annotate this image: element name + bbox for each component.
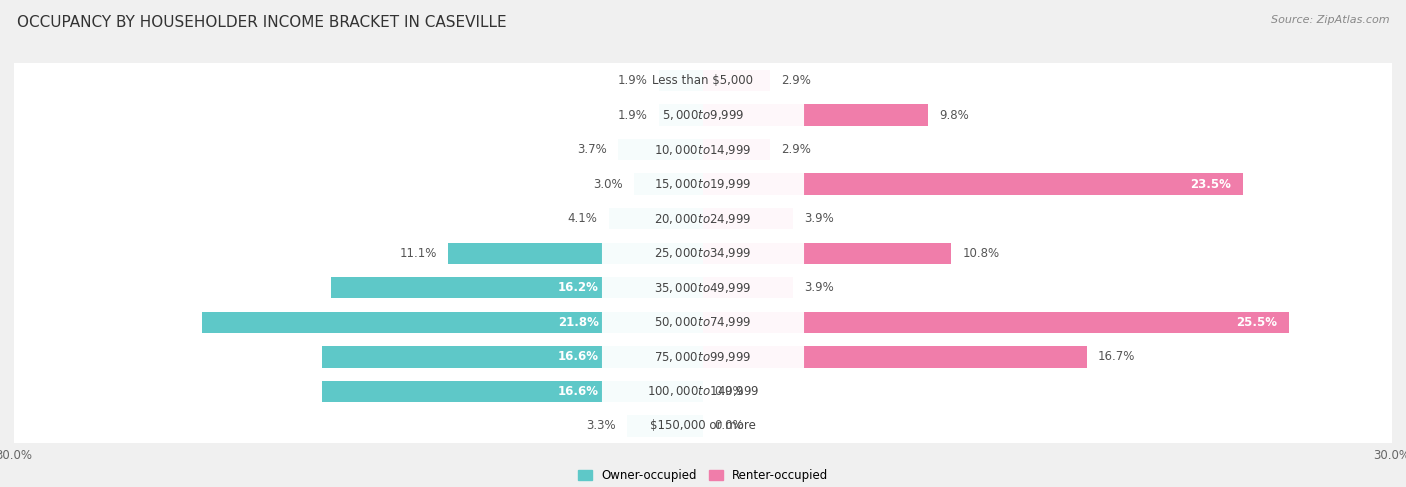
Text: 1.9%: 1.9% bbox=[619, 74, 648, 87]
Bar bbox=[659, 70, 703, 91]
FancyBboxPatch shape bbox=[11, 52, 1395, 109]
Bar bbox=[634, 173, 703, 195]
Text: 9.8%: 9.8% bbox=[939, 109, 969, 122]
FancyBboxPatch shape bbox=[602, 134, 804, 166]
FancyBboxPatch shape bbox=[602, 306, 804, 338]
Text: $25,000 to $34,999: $25,000 to $34,999 bbox=[654, 246, 752, 260]
Text: 0.0%: 0.0% bbox=[714, 385, 744, 398]
FancyBboxPatch shape bbox=[11, 259, 1395, 317]
Text: $100,000 to $149,999: $100,000 to $149,999 bbox=[647, 384, 759, 398]
Text: 2.9%: 2.9% bbox=[782, 143, 811, 156]
Bar bbox=[627, 415, 703, 437]
FancyBboxPatch shape bbox=[11, 87, 1395, 144]
FancyBboxPatch shape bbox=[602, 410, 804, 442]
Text: Source: ZipAtlas.com: Source: ZipAtlas.com bbox=[1271, 15, 1389, 25]
Text: $5,000 to $9,999: $5,000 to $9,999 bbox=[662, 108, 744, 122]
Bar bbox=[703, 104, 928, 126]
Bar bbox=[703, 243, 950, 264]
FancyBboxPatch shape bbox=[602, 65, 804, 96]
Bar bbox=[619, 139, 703, 160]
Text: 1.9%: 1.9% bbox=[619, 109, 648, 122]
Text: 16.2%: 16.2% bbox=[558, 281, 599, 294]
FancyBboxPatch shape bbox=[602, 203, 804, 235]
FancyBboxPatch shape bbox=[11, 397, 1395, 454]
FancyBboxPatch shape bbox=[11, 225, 1395, 282]
Text: $20,000 to $24,999: $20,000 to $24,999 bbox=[654, 212, 752, 225]
FancyBboxPatch shape bbox=[602, 272, 804, 304]
Text: 16.6%: 16.6% bbox=[558, 385, 599, 398]
Text: 3.3%: 3.3% bbox=[586, 419, 616, 432]
Bar bbox=[659, 104, 703, 126]
Bar bbox=[202, 312, 703, 333]
Bar bbox=[703, 277, 793, 299]
Text: 25.5%: 25.5% bbox=[1236, 316, 1277, 329]
Bar bbox=[703, 139, 769, 160]
FancyBboxPatch shape bbox=[11, 328, 1395, 385]
Text: 11.1%: 11.1% bbox=[399, 247, 437, 260]
Text: 0.0%: 0.0% bbox=[714, 419, 744, 432]
FancyBboxPatch shape bbox=[11, 294, 1395, 351]
FancyBboxPatch shape bbox=[602, 341, 804, 373]
Text: 3.9%: 3.9% bbox=[804, 281, 834, 294]
Text: OCCUPANCY BY HOUSEHOLDER INCOME BRACKET IN CASEVILLE: OCCUPANCY BY HOUSEHOLDER INCOME BRACKET … bbox=[17, 15, 506, 30]
Bar bbox=[703, 70, 769, 91]
Text: 3.7%: 3.7% bbox=[576, 143, 606, 156]
FancyBboxPatch shape bbox=[602, 375, 804, 407]
Text: 3.9%: 3.9% bbox=[804, 212, 834, 225]
Bar bbox=[330, 277, 703, 299]
Text: 16.7%: 16.7% bbox=[1098, 350, 1136, 363]
Bar bbox=[449, 243, 703, 264]
Bar bbox=[703, 346, 1087, 368]
FancyBboxPatch shape bbox=[602, 169, 804, 200]
FancyBboxPatch shape bbox=[602, 99, 804, 131]
Text: $75,000 to $99,999: $75,000 to $99,999 bbox=[654, 350, 752, 364]
Bar bbox=[703, 312, 1289, 333]
Text: 10.8%: 10.8% bbox=[963, 247, 1000, 260]
Text: $150,000 or more: $150,000 or more bbox=[650, 419, 756, 432]
Text: $50,000 to $74,999: $50,000 to $74,999 bbox=[654, 315, 752, 329]
Bar bbox=[322, 381, 703, 402]
Text: 23.5%: 23.5% bbox=[1191, 178, 1232, 191]
Text: $35,000 to $49,999: $35,000 to $49,999 bbox=[654, 281, 752, 295]
FancyBboxPatch shape bbox=[11, 363, 1395, 420]
FancyBboxPatch shape bbox=[11, 121, 1395, 178]
Text: $10,000 to $14,999: $10,000 to $14,999 bbox=[654, 143, 752, 157]
Text: $15,000 to $19,999: $15,000 to $19,999 bbox=[654, 177, 752, 191]
Text: 4.1%: 4.1% bbox=[568, 212, 598, 225]
Text: Less than $5,000: Less than $5,000 bbox=[652, 74, 754, 87]
Bar bbox=[703, 208, 793, 229]
FancyBboxPatch shape bbox=[11, 190, 1395, 247]
FancyBboxPatch shape bbox=[11, 156, 1395, 213]
FancyBboxPatch shape bbox=[602, 237, 804, 269]
Bar bbox=[322, 346, 703, 368]
Legend: Owner-occupied, Renter-occupied: Owner-occupied, Renter-occupied bbox=[572, 464, 834, 487]
Bar bbox=[703, 173, 1243, 195]
Text: 3.0%: 3.0% bbox=[593, 178, 623, 191]
Text: 21.8%: 21.8% bbox=[558, 316, 599, 329]
Bar bbox=[609, 208, 703, 229]
Text: 2.9%: 2.9% bbox=[782, 74, 811, 87]
Text: 16.6%: 16.6% bbox=[558, 350, 599, 363]
